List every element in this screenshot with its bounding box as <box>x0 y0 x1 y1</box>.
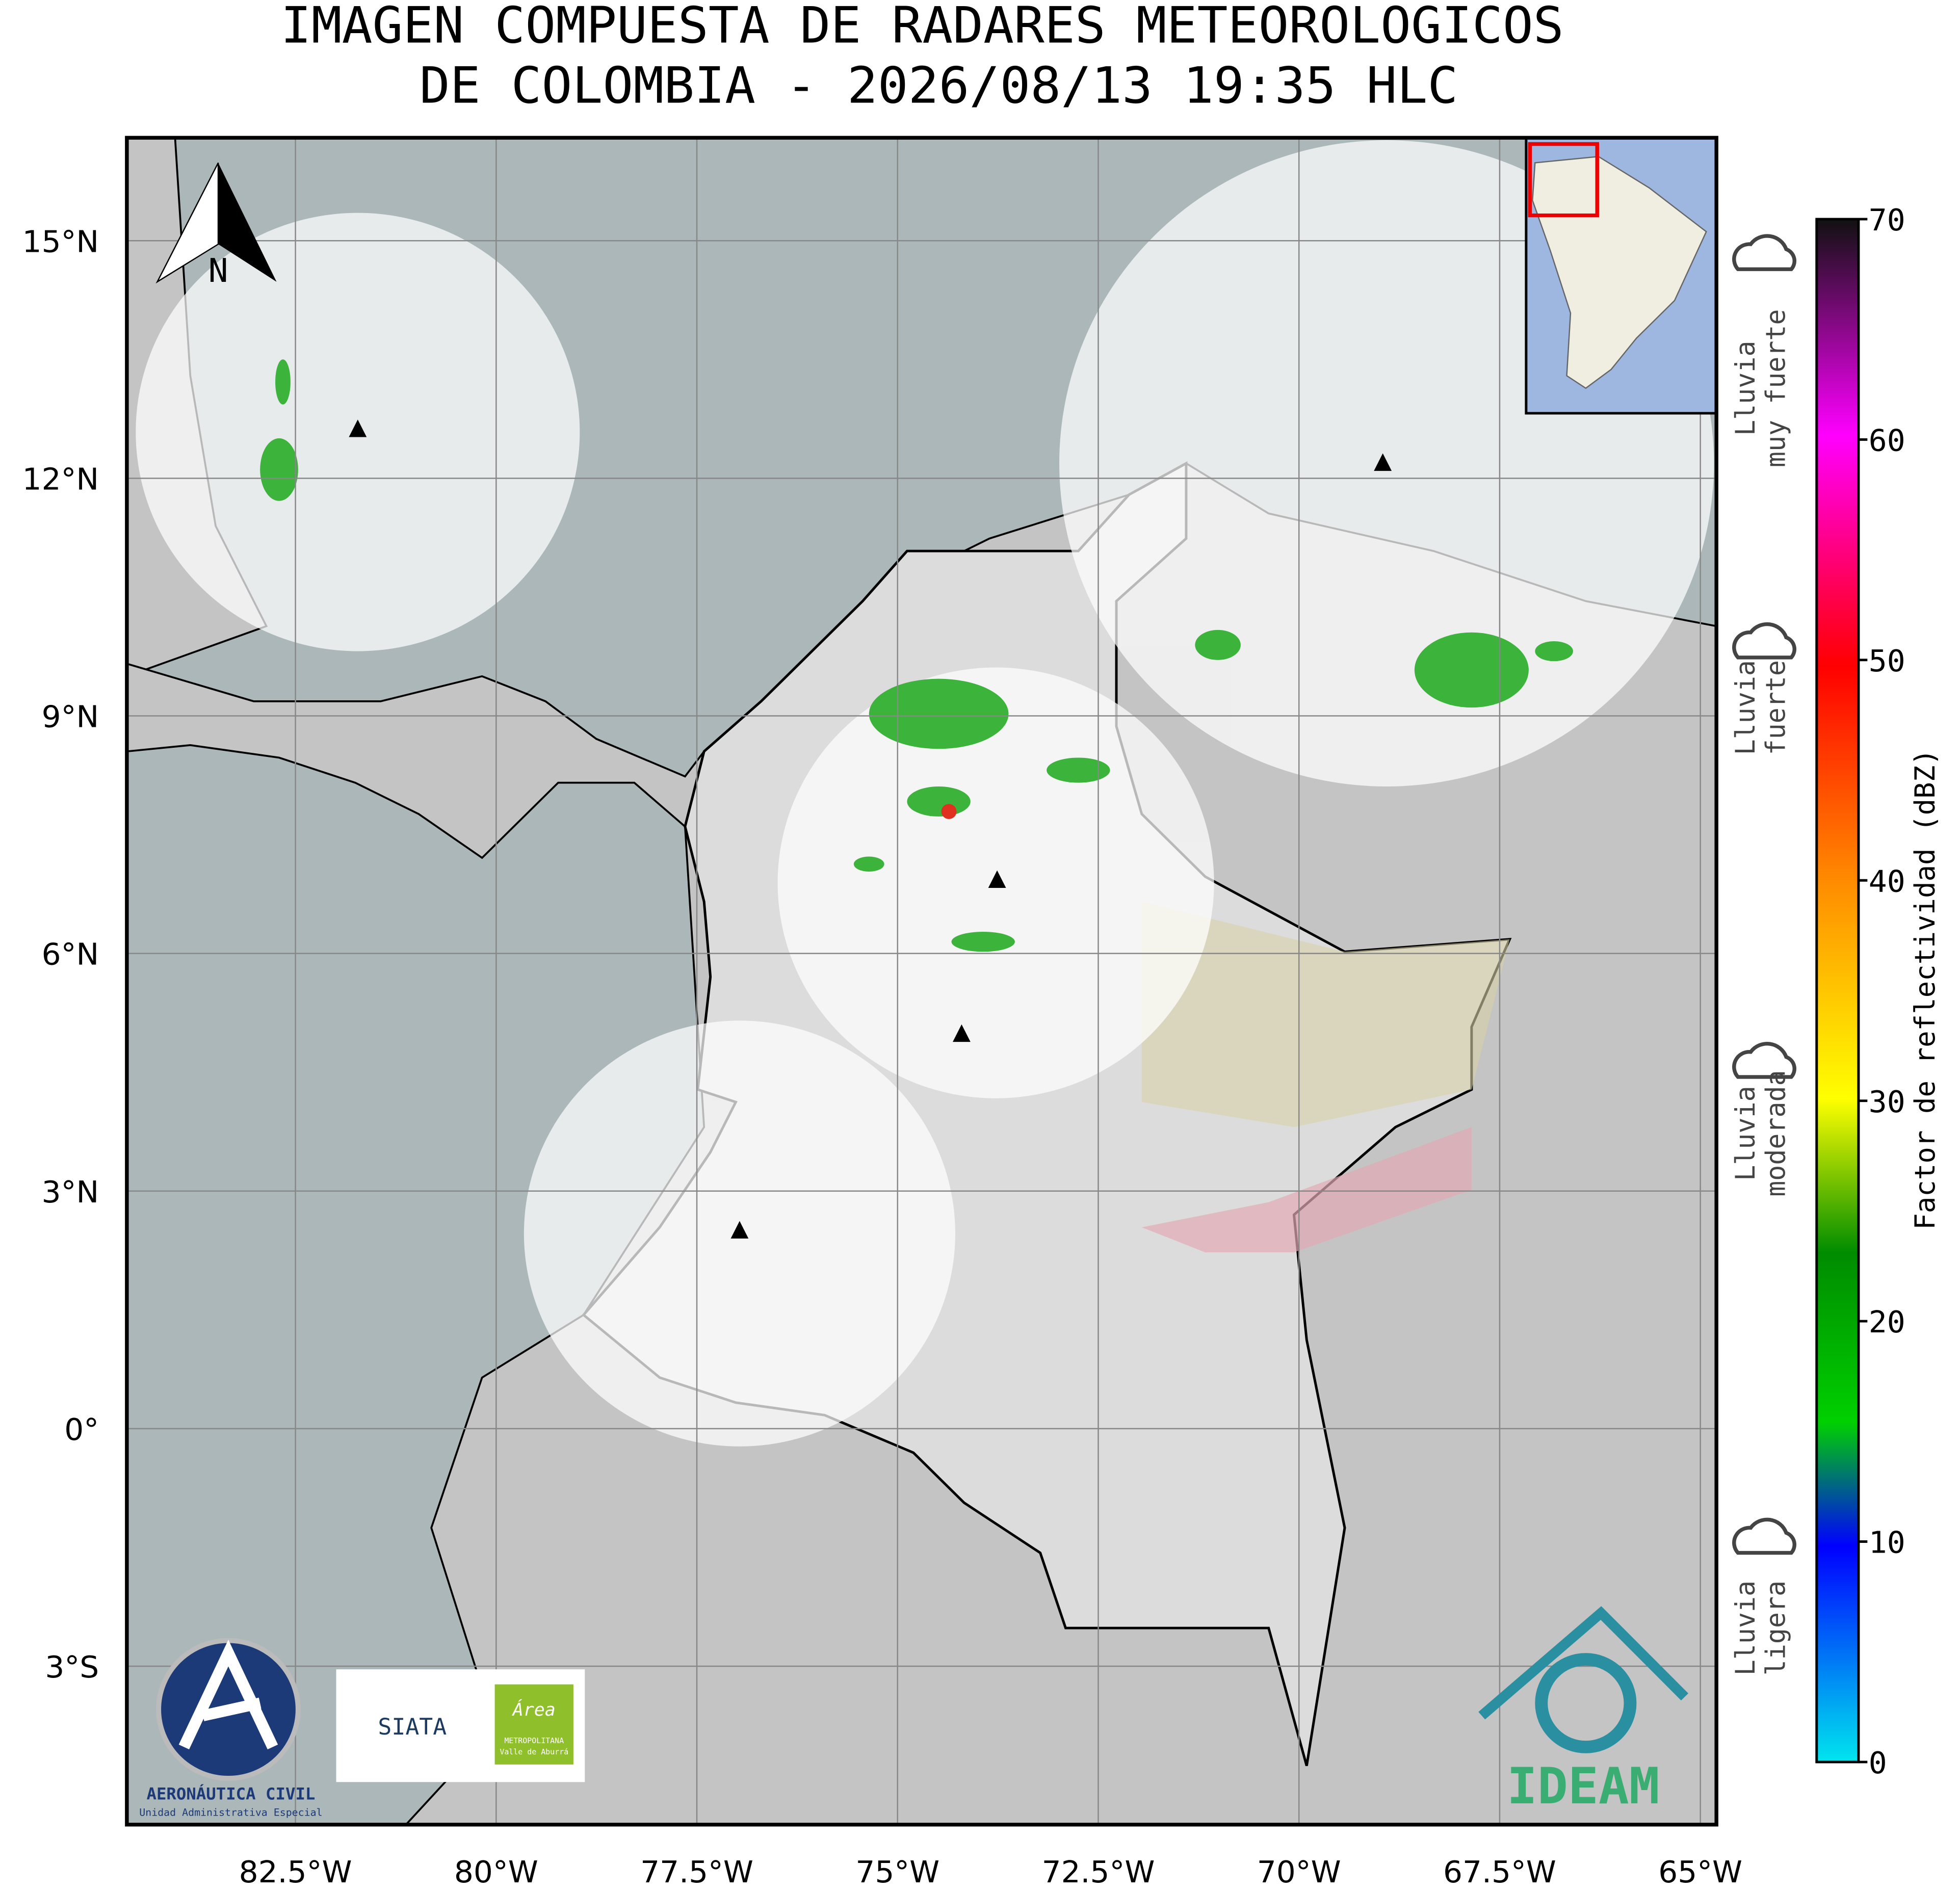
x-tick-label: 80°W <box>454 1854 538 1889</box>
north-label: N <box>208 252 228 290</box>
colorbar-label: Factor de reflectividad (dBZ) <box>1909 749 1941 1230</box>
logo-text: IDEAM <box>1507 1757 1660 1816</box>
rain-label: Lluvia <box>1731 1581 1761 1675</box>
logo-text: SIATA <box>378 1714 447 1740</box>
y-tick-label: 12°N <box>22 462 99 497</box>
ideam-logo <box>1478 1606 1689 1720</box>
colorbar-tick-label: 40 <box>1869 864 1905 899</box>
logo-text: AERONÁUTICA CIVIL <box>146 1784 315 1804</box>
aerocivil-logo <box>178 1640 278 1750</box>
x-tick-label: 65°W <box>1658 1854 1742 1889</box>
logo-text: Unidad Administrativa Especial <box>139 1807 322 1819</box>
colorbar-tick-label: 0 <box>1869 1745 1887 1780</box>
rain-icon <box>1732 1517 1796 1555</box>
colorbar-tick-label: 10 <box>1869 1525 1905 1560</box>
north-arrow <box>155 162 219 284</box>
ideam-logo <box>1535 1653 1637 1753</box>
radar-echo <box>941 804 957 819</box>
rain-label: Lluvia <box>1731 340 1761 435</box>
region <box>1141 1127 1472 1252</box>
x-tick-label: 75°W <box>855 1854 939 1889</box>
x-tick-label: 67.5°W <box>1443 1854 1556 1889</box>
y-tick-label: 9°N <box>42 699 99 734</box>
colorbar-tick-label: 20 <box>1869 1305 1905 1340</box>
colorbar-tick-label: 30 <box>1869 1084 1905 1119</box>
colorbar <box>1815 218 1860 1764</box>
rain-label: fuerte <box>1761 660 1791 755</box>
logo-text: Área <box>512 1699 556 1720</box>
colorbar-tick-label: 50 <box>1869 643 1905 678</box>
rain-label: Lluvia <box>1731 1086 1761 1180</box>
map-frame <box>125 136 1718 1827</box>
rain-icon <box>1732 622 1796 660</box>
rain-icon <box>1732 1042 1796 1079</box>
colorbar-tick-label: 70 <box>1869 202 1905 238</box>
y-tick-label: 3°S <box>45 1649 99 1685</box>
y-tick-label: 6°N <box>42 937 99 972</box>
y-tick-label: 0° <box>64 1412 99 1447</box>
x-tick-label: 82.5°W <box>239 1854 352 1889</box>
map-area: N AERONÁUTICA CIVIL Unidad Administrativ… <box>126 138 1717 1825</box>
y-tick-label: 15°N <box>22 224 99 259</box>
rain-label: Lluvia <box>1731 660 1761 755</box>
inset-box <box>1528 142 1599 218</box>
x-tick-label: 72.5°W <box>1042 1854 1155 1889</box>
y-tick-label: 3°N <box>42 1174 99 1210</box>
radar-site <box>349 419 1392 1239</box>
area-logo <box>494 1684 573 1765</box>
x-tick-label: 70°W <box>1257 1854 1341 1889</box>
logo-text: METROPOLITANA <box>504 1737 564 1745</box>
x-tick-label: 77.5°W <box>640 1854 753 1889</box>
land <box>126 663 705 859</box>
colorbar-tick-label: 60 <box>1869 423 1905 458</box>
north-arrow <box>218 163 277 282</box>
title-line: IMAGEN COMPUESTA DE RADARES METEOROLOGIC… <box>281 0 1564 55</box>
logo-text: Valle de Aburrá <box>500 1748 568 1756</box>
region <box>1141 902 1510 1127</box>
rain-label: moderada <box>1761 1070 1791 1196</box>
rain-label: ligera <box>1761 1581 1791 1675</box>
title-line: DE COLOMBIA - 2026/08/13 19:35 HLC <box>420 57 1458 115</box>
rain-label: muy fuerte <box>1761 309 1791 467</box>
rain-icon <box>1732 234 1796 271</box>
